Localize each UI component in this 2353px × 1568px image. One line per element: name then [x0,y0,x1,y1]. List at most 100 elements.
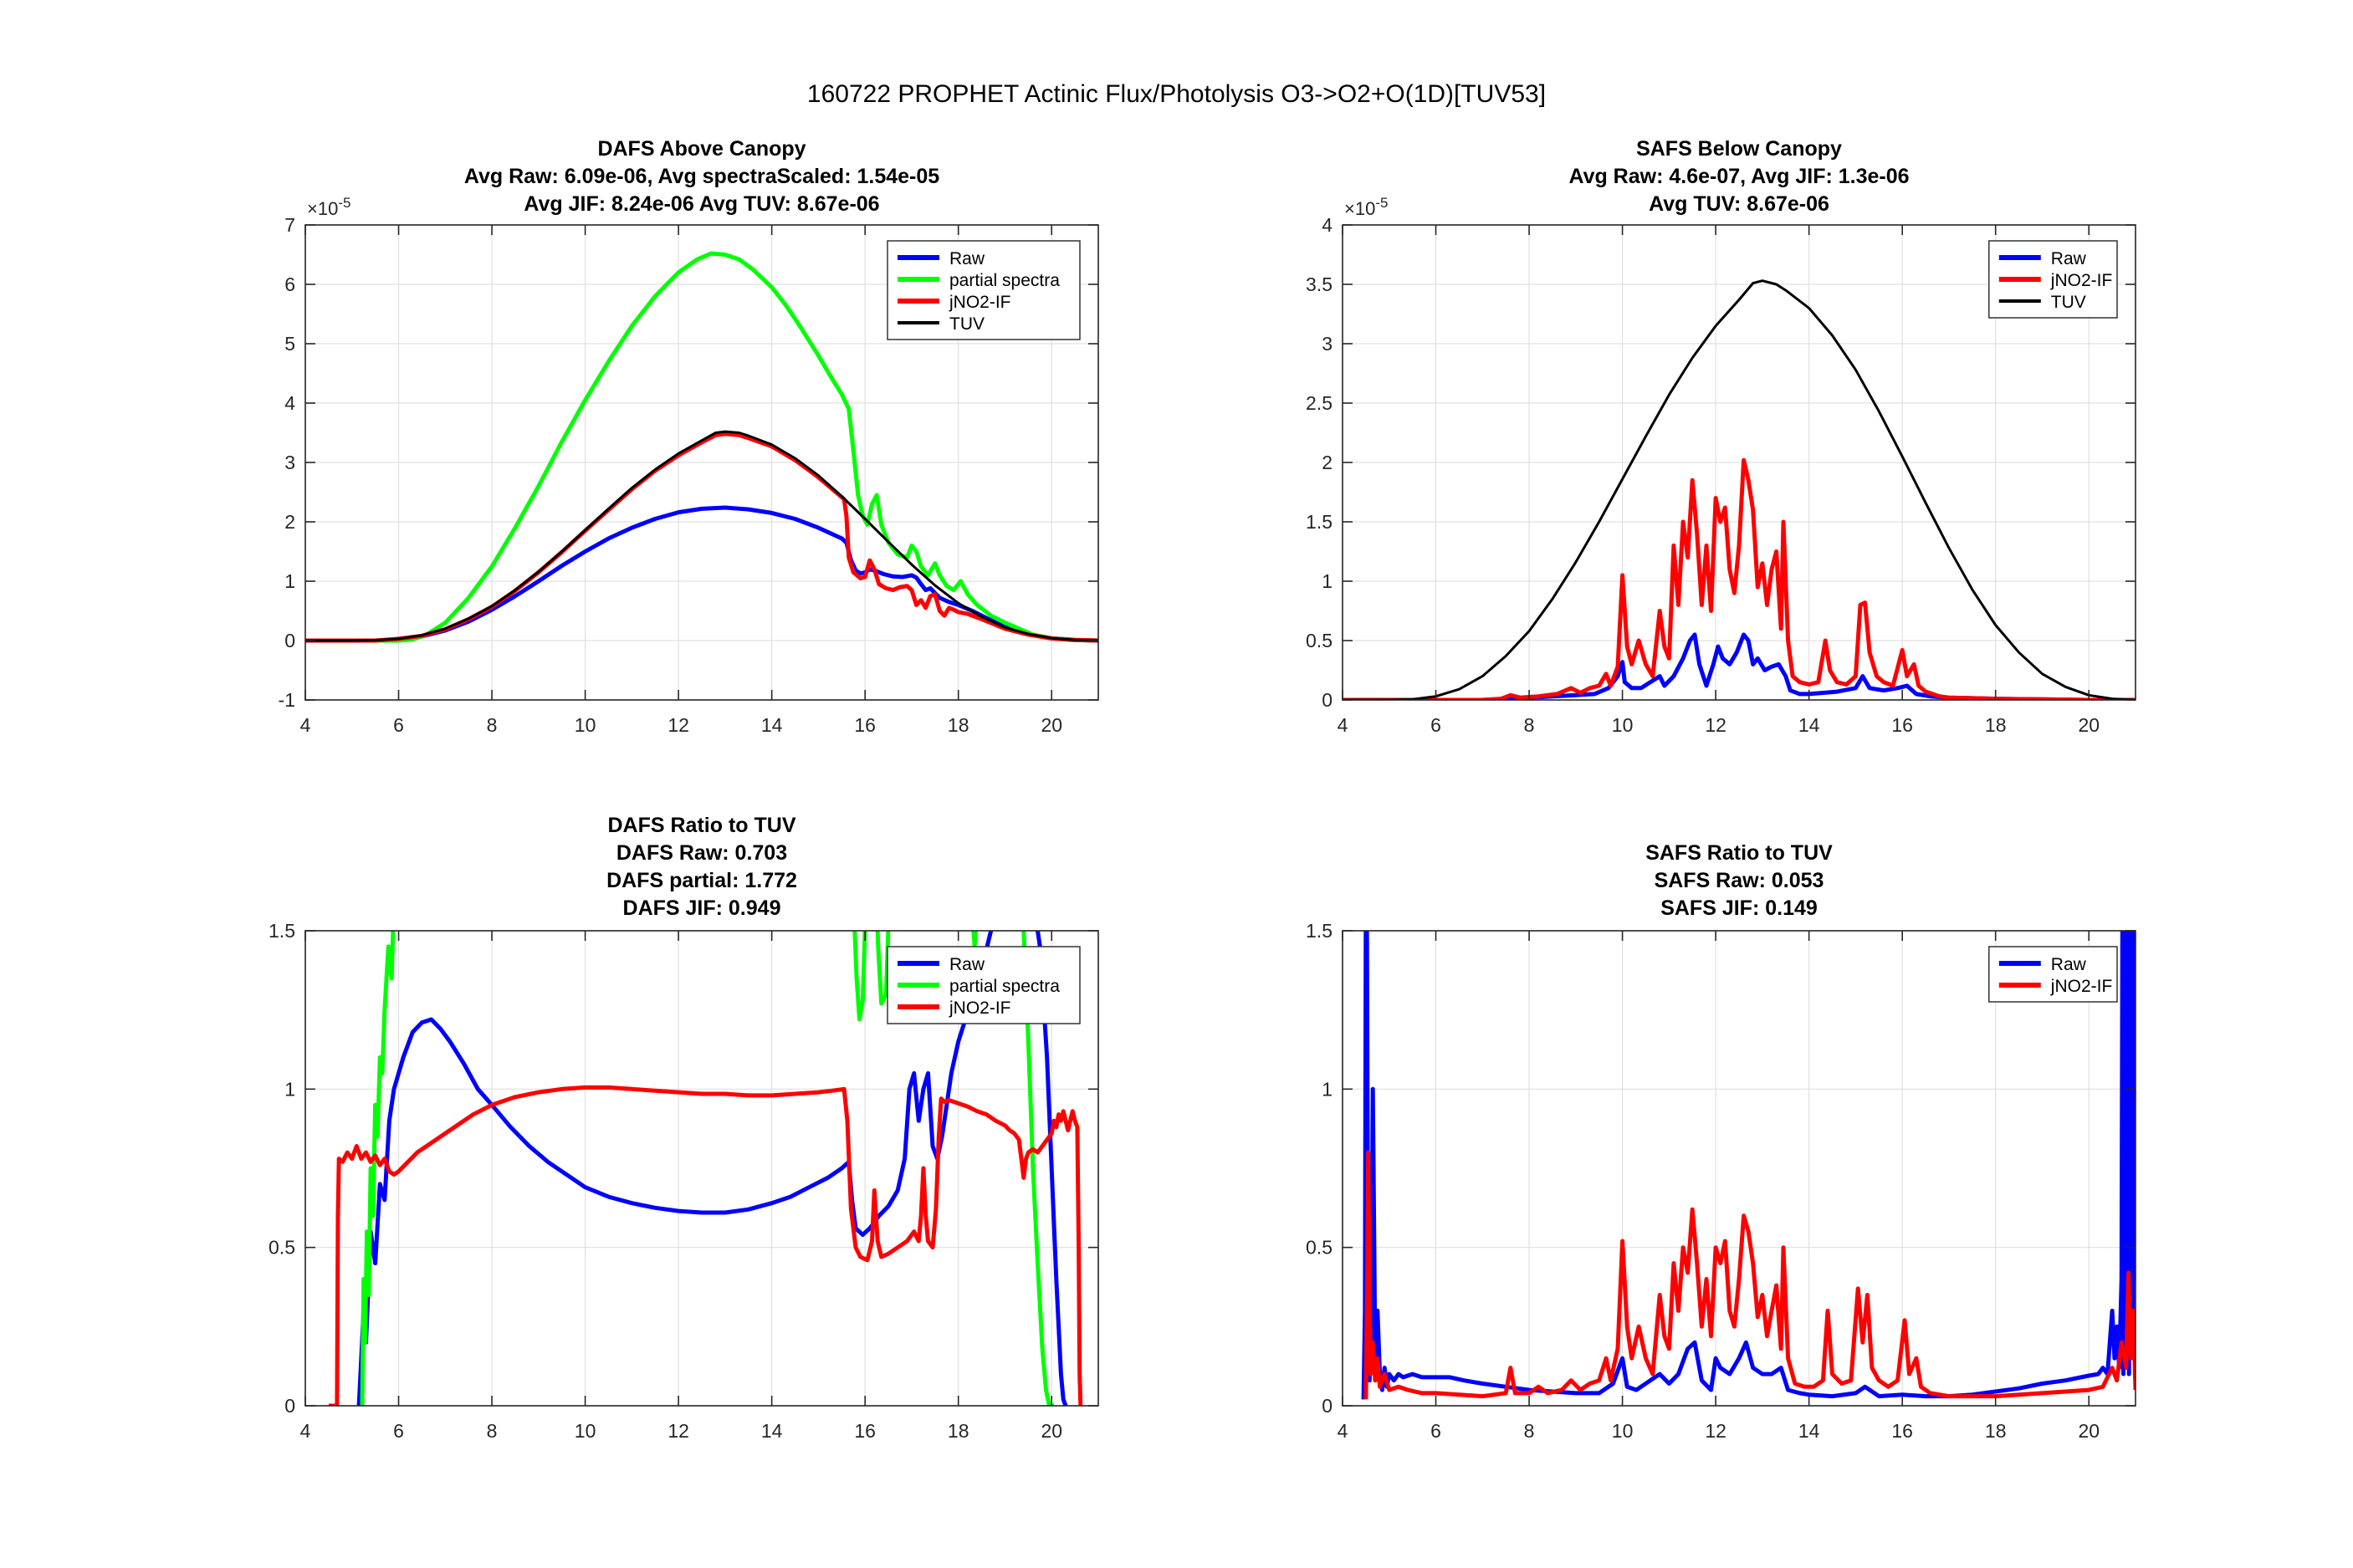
x-tick-label: 12 [668,1420,689,1442]
y-tick-label: 1.5 [1306,920,1333,942]
x-tick-label: 12 [1705,1420,1726,1442]
plot-safs-below-canopy: 4 6 8 10 12 14 16 18 20 0 0.5 1 1.5 2 2.5 3 3.5 4 ×10-5 Raw… [1271,187,2152,746]
y-tick-label: 0.5 [1306,1237,1333,1259]
x-tick-label: 12 [1705,714,1726,736]
x-tick-label: 10 [1612,714,1634,736]
x-tick-label: 8 [1524,714,1535,736]
legend-label: TUV [949,314,985,334]
y-tick-label: 0 [284,1395,295,1417]
y-tick-label: 0 [284,630,295,651]
plot-title-line: DAFS Ratio to TUV [607,814,796,837]
plot-title-line: DAFS Above Canopy [597,137,806,161]
y-tick-label: 1 [1322,570,1333,592]
legend: Raw jNO2-IF TUV [1988,240,2118,319]
plot-title-dafs-above-canopy: DAFS Above Canopy Avg Raw: 6.09e-06, Avg… [305,135,1098,218]
series-jno2-if [1363,1150,2136,1400]
y-axis-multiplier: ×10-5 [1344,195,1388,219]
x-tick-label: 6 [393,1420,404,1442]
y-tick-label: 2 [1322,452,1333,473]
x-tick-label: 4 [1338,1420,1348,1442]
legend-label: Raw [2051,955,2087,974]
x-tick-label: 18 [948,714,969,736]
y-tick-label: 0.5 [269,1237,295,1259]
x-tick-label: 14 [761,714,783,736]
y-tick-label: 4 [1322,214,1333,236]
legend-label: partial spectra [949,977,1060,996]
y-tick-label: 1 [284,1078,295,1100]
legend-label: partial spectra [949,271,1060,290]
plot-title-line: DAFS JIF: 0.949 [622,896,781,920]
x-tick-label: 16 [854,1420,876,1442]
plot-title-line: SAFS Below Canopy [1636,137,1842,161]
x-tick-label: 20 [2078,714,2100,736]
y-tick-label: 2 [284,511,295,533]
plot-title-line: Avg TUV: 8.67e-06 [1649,192,1829,216]
axes-box [304,930,1099,1407]
legend: Raw partial spectra jNO2-IF [887,946,1081,1024]
x-tick-label: 10 [575,714,596,736]
series-group [305,251,1098,643]
x-tick-label: 20 [2078,1420,2100,1442]
legend-label: TUV [2051,293,2086,312]
legend-label: Raw [2051,249,2087,268]
plot-safs-ratio-to-tuv: 4 6 8 10 12 14 16 18 20 0 0.5 1 1.5 Raw jNO2-IF [1271,893,2152,1452]
plot-dafs-above-canopy: 4 6 8 10 12 14 16 18 20 -1 0 1 2 3 4 5 6 7 ×10-5 Raw partial… [234,187,1115,746]
legend-box [1988,946,2118,1003]
y-tick-label: 7 [284,214,295,236]
axes-box [1342,930,2136,1407]
y-tick-label: 1 [1322,1078,1333,1100]
plot-title-line: DAFS partial: 1.772 [606,869,797,892]
x-tick-label: 4 [300,714,311,736]
series-raw [305,505,1098,643]
x-tick-label: 14 [1798,714,1820,736]
chart-safs-ratio-to-tuv-canvas: 4 6 8 10 12 14 16 18 20 0 0.5 1 1.5 Raw jNO2-IF [1306,920,2136,1442]
y-tick-label: 4 [284,392,295,414]
plot-dafs-ratio-to-tuv: 4 6 8 10 12 14 16 18 20 0 0.5 1 1.5 Raw partial spectr… [234,893,1115,1452]
series-jno2-if [305,432,1098,643]
series-group [1343,279,2136,700]
x-tick-label: 16 [1891,714,1913,736]
plot-title-line: SAFS Ratio to TUV [1645,841,1833,865]
plot-title-line: SAFS JIF: 0.149 [1660,896,1818,920]
plot-title-line: SAFS Raw: 0.053 [1654,869,1824,892]
plot-title-line: Avg JIF: 8.24e-06 Avg TUV: 8.67e-06 [524,192,880,216]
y-tick-label: 1 [284,570,295,592]
x-tick-label: 6 [1430,1420,1441,1442]
x-tick-label: 14 [1798,1420,1820,1442]
x-tick-label: 10 [575,1420,596,1442]
y-tick-label: 0 [1322,689,1333,711]
x-tick-label: 20 [1041,1420,1062,1442]
series-jno2-if [1343,457,2136,700]
x-tick-label: 4 [300,1420,311,1442]
series-partial-spectra [305,251,1098,643]
x-tick-label: 8 [487,1420,498,1442]
plot-title-line: Avg Raw: 6.09e-06, Avg spectraScaled: 1.… [463,165,940,188]
y-tick-label: 1.5 [1306,511,1333,533]
legend-label: jNO2-IF [949,999,1011,1018]
plot-title-dafs-ratio-to-tuv: DAFS Ratio to TUV DAFS Raw: 0.703 DAFS p… [305,812,1098,922]
series-tuv [1343,279,2136,700]
x-tick-label: 20 [1041,714,1062,736]
series-partial-spectra [360,931,1054,1406]
x-tick-label: 18 [948,1420,969,1442]
plot-title-safs-below-canopy: SAFS Below Canopy Avg Raw: 4.6e-07, Avg … [1343,135,2136,218]
legend-label: jNO2-IF [2050,271,2113,290]
x-tick-label: 18 [1985,714,2007,736]
series-tuv [305,430,1098,642]
x-tick-label: 10 [1612,1420,1634,1442]
y-tick-label: -1 [279,689,295,711]
legend: Raw partial spectra jNO2-IF TUV [887,240,1081,340]
y-tick-label: 1.5 [269,920,295,942]
y-tick-label: 6 [284,273,295,295]
figure-title: 160722 PROPHET Actinic Flux/Photolysis O… [806,80,1547,108]
series-jno2-if [328,1085,1083,1406]
chart-dafs-ratio-to-tuv-canvas: 4 6 8 10 12 14 16 18 20 0 0.5 1 1.5 Raw partial spectr… [269,920,1099,1442]
y-tick-label: 0 [1322,1395,1333,1417]
chart-safs-below-canopy-canvas: 4 6 8 10 12 14 16 18 20 0 0.5 1 1.5 2 2.5 3 3.5 4 ×10-5 Raw… [1306,195,2136,736]
x-tick-label: 6 [393,714,404,736]
y-axis-multiplier: ×10-5 [307,195,350,219]
x-tick-label: 8 [487,714,498,736]
x-tick-label: 12 [668,714,689,736]
legend-label: jNO2-IF [949,293,1011,312]
